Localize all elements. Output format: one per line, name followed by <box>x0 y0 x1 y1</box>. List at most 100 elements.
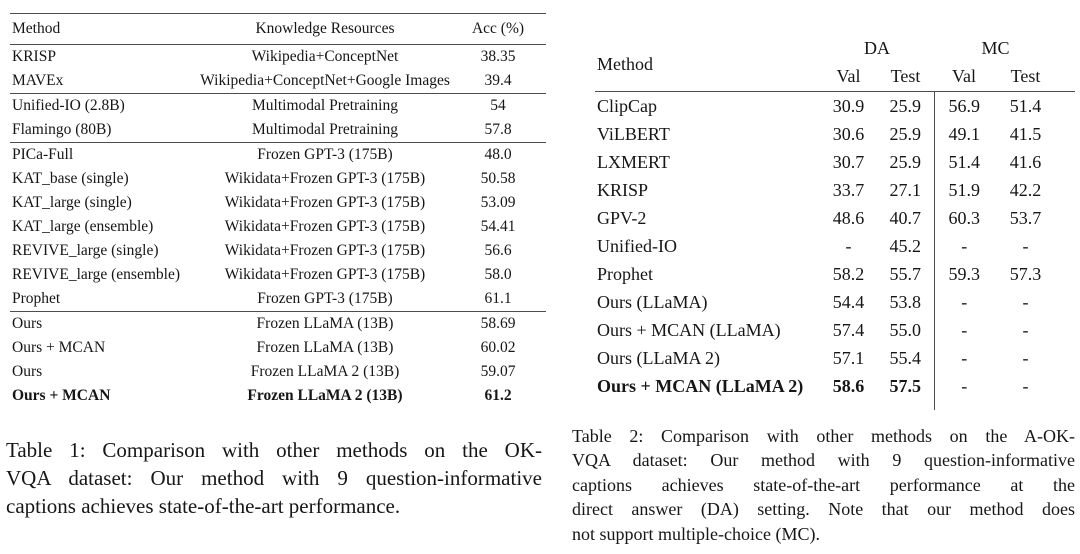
table2-header-row-splits: Val Test Val Test <box>595 62 1075 92</box>
caption-line: VQA dataset: Our method with 9 question-… <box>572 450 1075 471</box>
spacer-row <box>595 400 1076 410</box>
mc-val-cell: - <box>933 288 994 316</box>
da-val-cell: 54.4 <box>832 291 865 312</box>
caption-line: Table 1: Comparison with other methods o… <box>6 438 542 462</box>
da-val-cell: 57.4 <box>832 319 865 340</box>
table2-header-da: DA <box>864 37 890 58</box>
da-val-cell: 57.1 <box>832 347 865 368</box>
mc-val-cell: 59.3 <box>933 260 994 288</box>
acc-cell: 57.8 <box>484 121 512 138</box>
table1-caption: Table 1: Comparison with other methods o… <box>6 436 542 520</box>
table-row: KRISP 33.7 27.1 51.9 42.2 <box>595 176 1075 204</box>
table-row: REVIVE_large (ensemble) Wikidata+Frozen … <box>10 263 546 287</box>
mc-val-cell: 49.1 <box>933 120 994 148</box>
table1-header-method: Method <box>10 13 200 45</box>
table1-header: Method Knowledge Resources Acc (%) <box>10 13 546 45</box>
method-cell: ViLBERT <box>597 123 670 144</box>
mc-test-cell: 42.2 <box>1009 179 1042 200</box>
resources-cell: Multimodal Pretraining <box>252 121 398 138</box>
da-val-cell: 58.2 <box>832 263 865 284</box>
caption-line: not support multiple-choice (MC). <box>572 523 820 544</box>
method-cell: Unified-IO <box>597 235 677 256</box>
spacer-cell <box>595 400 934 410</box>
method-cell: GPV-2 <box>597 207 647 228</box>
mc-val-cell: - <box>933 372 994 400</box>
table-row-best: Ours + MCAN Frozen LLaMA 2 (13B) 61.2 <box>10 384 546 408</box>
mc-test-cell: - <box>1022 291 1029 312</box>
da-val-cell: 30.9 <box>832 95 865 116</box>
da-test-cell: 57.5 <box>889 375 922 396</box>
method-cell: ClipCap <box>597 95 658 116</box>
table-row: Unified-IO - 45.2 - - <box>595 232 1075 260</box>
da-test-cell: 25.9 <box>889 95 922 116</box>
table2-header-method: Method <box>597 53 653 74</box>
da-val-cell: 58.6 <box>832 375 865 396</box>
acc-cell: 53.09 <box>480 194 516 211</box>
da-test-cell: 45.2 <box>889 235 922 256</box>
table1-header-acc: Acc (%) <box>450 13 546 45</box>
table-row: Ours + MCAN Frozen LLaMA (13B) 60.02 <box>10 336 546 360</box>
mc-test-cell: - <box>1022 319 1029 340</box>
da-test-cell: 55.0 <box>889 319 922 340</box>
table1-group-ours: Ours Frozen LLaMA (13B) 58.69 Ours + MCA… <box>10 311 546 409</box>
acc-cell: 59.07 <box>480 363 516 380</box>
table-row: PICa-Full Frozen GPT-3 (175B) 48.0 <box>10 143 546 168</box>
table2-header: Method DA MC Val Test Val Test <box>595 34 1076 92</box>
table2-header-da-val: Val <box>836 66 861 86</box>
table-row-best: Ours + MCAN (LLaMA 2) 58.6 57.5 - - <box>595 372 1075 400</box>
table-row: Flamingo (80B) Multimodal Pretraining 57… <box>10 118 546 143</box>
da-val-cell: 48.6 <box>832 207 865 228</box>
method-cell: Ours + MCAN (LLaMA) <box>597 319 781 340</box>
table-row: KRISP Wikipedia+ConceptNet 38.35 <box>10 45 546 70</box>
mc-val-cell: - <box>933 344 994 372</box>
table1-okvqa-results: Method Knowledge Resources Acc (%) KRISP… <box>10 13 546 408</box>
table-row: GPV-2 48.6 40.7 60.3 53.7 <box>595 204 1075 232</box>
mc-test-cell: - <box>1022 375 1029 396</box>
table1-header-row: Method Knowledge Resources Acc (%) <box>10 13 546 45</box>
acc-cell: 61.2 <box>484 387 512 404</box>
resources-cell: Wikidata+Frozen GPT-3 (175B) <box>224 194 426 211</box>
method-cell: KAT_large (single) <box>12 194 132 211</box>
method-cell: MAVEx <box>12 72 64 89</box>
acc-cell: 56.6 <box>484 242 512 259</box>
da-test-cell: 40.7 <box>889 207 922 228</box>
table2-header-mc-val: Val <box>952 66 976 86</box>
method-cell: Flamingo (80B) <box>12 121 112 138</box>
table-row: LXMERT 30.7 25.9 51.4 41.6 <box>595 148 1075 176</box>
mc-test-cell: 41.5 <box>1009 123 1042 144</box>
resources-cell: Wikidata+Frozen GPT-3 (175B) <box>224 218 426 235</box>
method-cell: KRISP <box>12 48 56 65</box>
method-cell: Ours + MCAN (LLaMA 2) <box>597 375 804 396</box>
method-cell: Prophet <box>12 290 61 307</box>
resources-cell: Frozen GPT-3 (175B) <box>257 146 393 163</box>
resources-cell: Frozen LLaMA (13B) <box>256 315 394 332</box>
table-row: Ours Frozen LLaMA 2 (13B) 59.07 <box>10 360 546 384</box>
method-cell: Ours + MCAN <box>12 387 111 404</box>
table-row: Ours Frozen LLaMA (13B) 58.69 <box>10 312 546 337</box>
mc-test-cell: - <box>1022 235 1029 256</box>
da-val-cell: 30.7 <box>832 151 865 172</box>
table-row: KAT_large (single) Wikidata+Frozen GPT-3… <box>10 191 546 215</box>
table-row: KAT_base (single) Wikidata+Frozen GPT-3 … <box>10 167 546 191</box>
mc-val-cell: 51.9 <box>933 176 994 204</box>
acc-cell: 48.0 <box>484 146 512 163</box>
mc-val-cell: 56.9 <box>933 91 994 120</box>
da-val-cell: 33.7 <box>832 179 865 200</box>
da-val-cell: 30.6 <box>832 123 865 144</box>
method-cell: REVIVE_large (single) <box>12 242 159 259</box>
table1-group-gpt3: PICa-Full Frozen GPT-3 (175B) 48.0 KAT_b… <box>10 142 546 312</box>
da-test-cell: 25.9 <box>889 123 922 144</box>
da-test-cell: 53.8 <box>889 291 922 312</box>
acc-cell: 54.41 <box>480 218 516 235</box>
mc-test-cell: - <box>1022 347 1029 368</box>
method-cell: KRISP <box>597 179 649 200</box>
acc-cell: 54 <box>490 97 506 114</box>
table-row: ViLBERT 30.6 25.9 49.1 41.5 <box>595 120 1075 148</box>
method-cell: Ours <box>12 315 43 332</box>
acc-cell: 58.69 <box>480 315 516 332</box>
caption-line: captions achieves state-of-the-art perfo… <box>572 474 1075 495</box>
method-cell: Ours (LLaMA 2) <box>597 347 720 368</box>
table-row: Ours + MCAN (LLaMA) 57.4 55.0 - - <box>595 316 1075 344</box>
mc-val-cell: 60.3 <box>933 204 994 232</box>
caption-line: captions achieves state-of-the-art perfo… <box>6 494 401 518</box>
